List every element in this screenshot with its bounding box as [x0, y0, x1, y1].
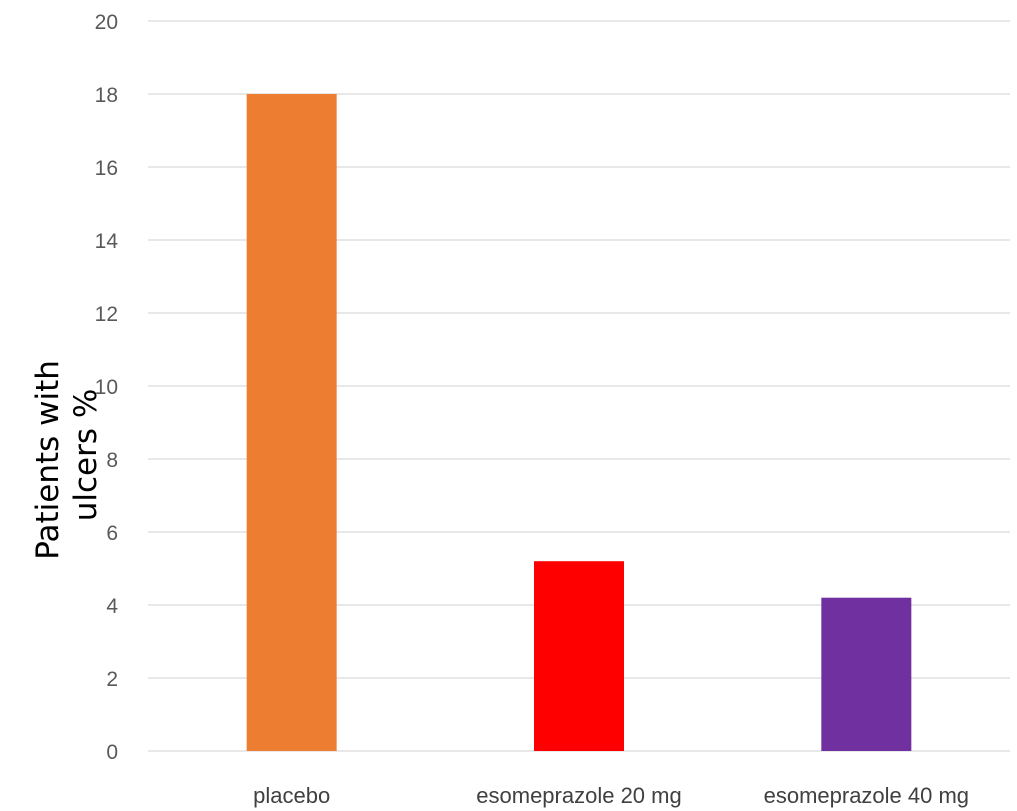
- bar-esomeprazole-20-mg: [534, 561, 624, 751]
- y-axis-tick-labels: 0 2 4 6 8 10 12 14 16 18 20: [95, 11, 119, 764]
- y-tick-label: 10: [95, 376, 118, 399]
- bar-esomeprazole-40-mg: [821, 597, 912, 751]
- bar-placebo: [246, 94, 337, 751]
- y-tick-label: 0: [106, 741, 118, 764]
- x-axis-category-labels: placebo esomeprazole 20 mg esomeprazole 40…: [253, 783, 969, 808]
- y-axis-title-line-1: Patients with: [30, 360, 66, 560]
- y-tick-label: 6: [106, 522, 118, 545]
- y-axis-title-line-2: ulcers %: [68, 389, 104, 522]
- x-category-label: esomeprazole 40 mg: [764, 783, 969, 808]
- y-tick-label: 14: [95, 230, 119, 253]
- y-tick-label: 8: [106, 449, 118, 472]
- y-tick-label: 12: [95, 303, 118, 326]
- y-axis-title: Patients with ulcers %: [30, 350, 104, 560]
- x-category-label: placebo: [253, 783, 330, 808]
- y-tick-label: 2: [106, 668, 118, 691]
- y-tick-label: 4: [106, 595, 118, 618]
- y-tick-label: 20: [95, 11, 118, 34]
- y-tick-label: 16: [95, 157, 118, 180]
- bars: [246, 94, 912, 751]
- y-tick-label: 18: [95, 84, 118, 107]
- x-category-label: esomeprazole 20 mg: [476, 783, 681, 808]
